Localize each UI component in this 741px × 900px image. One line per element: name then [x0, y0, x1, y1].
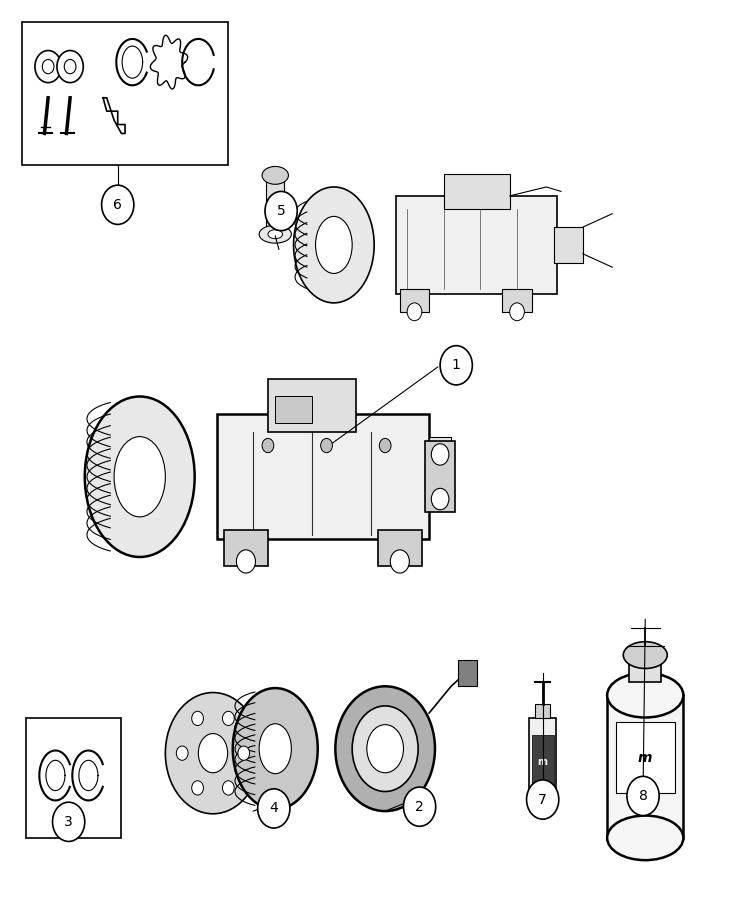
Bar — [400, 290, 429, 311]
Ellipse shape — [259, 724, 291, 774]
Ellipse shape — [236, 550, 256, 573]
Text: 2: 2 — [415, 800, 424, 814]
Bar — [530, 717, 556, 806]
Ellipse shape — [268, 230, 282, 238]
Ellipse shape — [623, 642, 667, 669]
Bar — [22, 22, 227, 165]
Bar — [444, 174, 510, 210]
Ellipse shape — [238, 746, 250, 760]
Ellipse shape — [607, 815, 683, 860]
Bar — [607, 695, 683, 838]
Bar — [535, 704, 550, 717]
Circle shape — [403, 787, 436, 826]
Bar — [396, 196, 557, 294]
Circle shape — [265, 192, 297, 230]
Ellipse shape — [352, 706, 418, 791]
Circle shape — [527, 780, 559, 819]
Ellipse shape — [510, 303, 525, 320]
Ellipse shape — [42, 59, 54, 74]
Bar — [224, 530, 268, 566]
Bar — [216, 414, 429, 539]
Bar — [26, 717, 122, 838]
Ellipse shape — [336, 687, 435, 811]
Circle shape — [102, 185, 134, 224]
Circle shape — [440, 346, 472, 385]
Text: m: m — [638, 751, 653, 765]
Text: 3: 3 — [64, 814, 73, 829]
Ellipse shape — [192, 781, 204, 795]
Ellipse shape — [262, 438, 273, 453]
Ellipse shape — [379, 438, 391, 453]
Ellipse shape — [607, 673, 683, 717]
Text: 6: 6 — [113, 198, 122, 212]
Bar — [425, 441, 455, 512]
Text: m: m — [538, 757, 548, 767]
Ellipse shape — [233, 688, 318, 809]
Bar — [267, 178, 284, 231]
Bar — [554, 227, 583, 263]
Ellipse shape — [199, 734, 227, 773]
Bar — [378, 530, 422, 566]
Bar — [275, 397, 312, 423]
Ellipse shape — [35, 50, 62, 83]
Ellipse shape — [262, 166, 288, 184]
Ellipse shape — [407, 303, 422, 320]
Ellipse shape — [321, 438, 333, 453]
Bar — [629, 660, 662, 682]
Ellipse shape — [57, 50, 83, 83]
Text: 7: 7 — [538, 793, 547, 806]
Ellipse shape — [391, 550, 409, 573]
Bar — [616, 722, 674, 793]
Circle shape — [258, 788, 290, 828]
Ellipse shape — [84, 397, 195, 557]
Ellipse shape — [222, 711, 234, 725]
Ellipse shape — [431, 489, 449, 509]
Ellipse shape — [222, 781, 234, 795]
Text: 4: 4 — [270, 801, 278, 815]
Ellipse shape — [64, 59, 76, 74]
Bar — [502, 290, 532, 311]
Bar — [459, 660, 476, 687]
Ellipse shape — [192, 711, 204, 725]
Bar — [429, 436, 451, 468]
Ellipse shape — [165, 692, 261, 814]
Circle shape — [53, 802, 84, 842]
Ellipse shape — [431, 444, 449, 465]
Text: 8: 8 — [639, 789, 648, 803]
Bar — [532, 735, 554, 788]
Text: 1: 1 — [452, 358, 461, 373]
Bar — [268, 379, 356, 432]
Text: 5: 5 — [276, 204, 285, 218]
Ellipse shape — [316, 216, 352, 274]
Ellipse shape — [293, 187, 374, 303]
Circle shape — [627, 777, 659, 815]
Ellipse shape — [259, 225, 291, 243]
Ellipse shape — [176, 746, 188, 760]
Ellipse shape — [114, 436, 165, 517]
Ellipse shape — [367, 724, 403, 773]
